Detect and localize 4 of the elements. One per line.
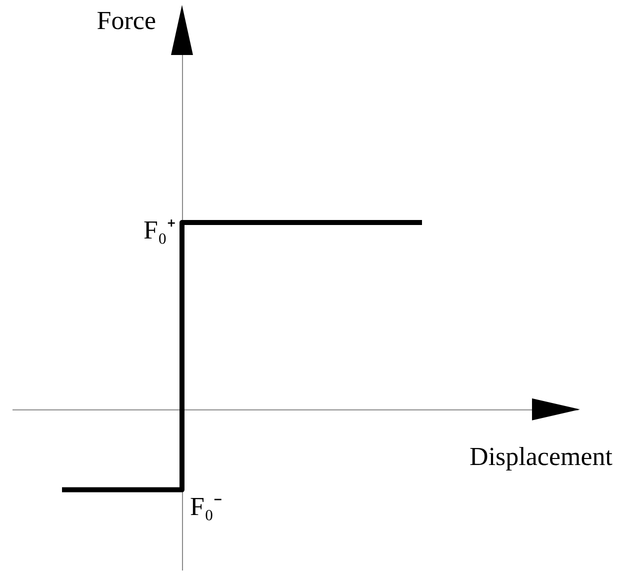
text: Force	[96, 6, 156, 35]
text: F₀⁻	[190, 492, 223, 521]
annotation: F₀⁺	[143, 215, 176, 244]
x-axis-title: Displacement	[470, 442, 614, 471]
